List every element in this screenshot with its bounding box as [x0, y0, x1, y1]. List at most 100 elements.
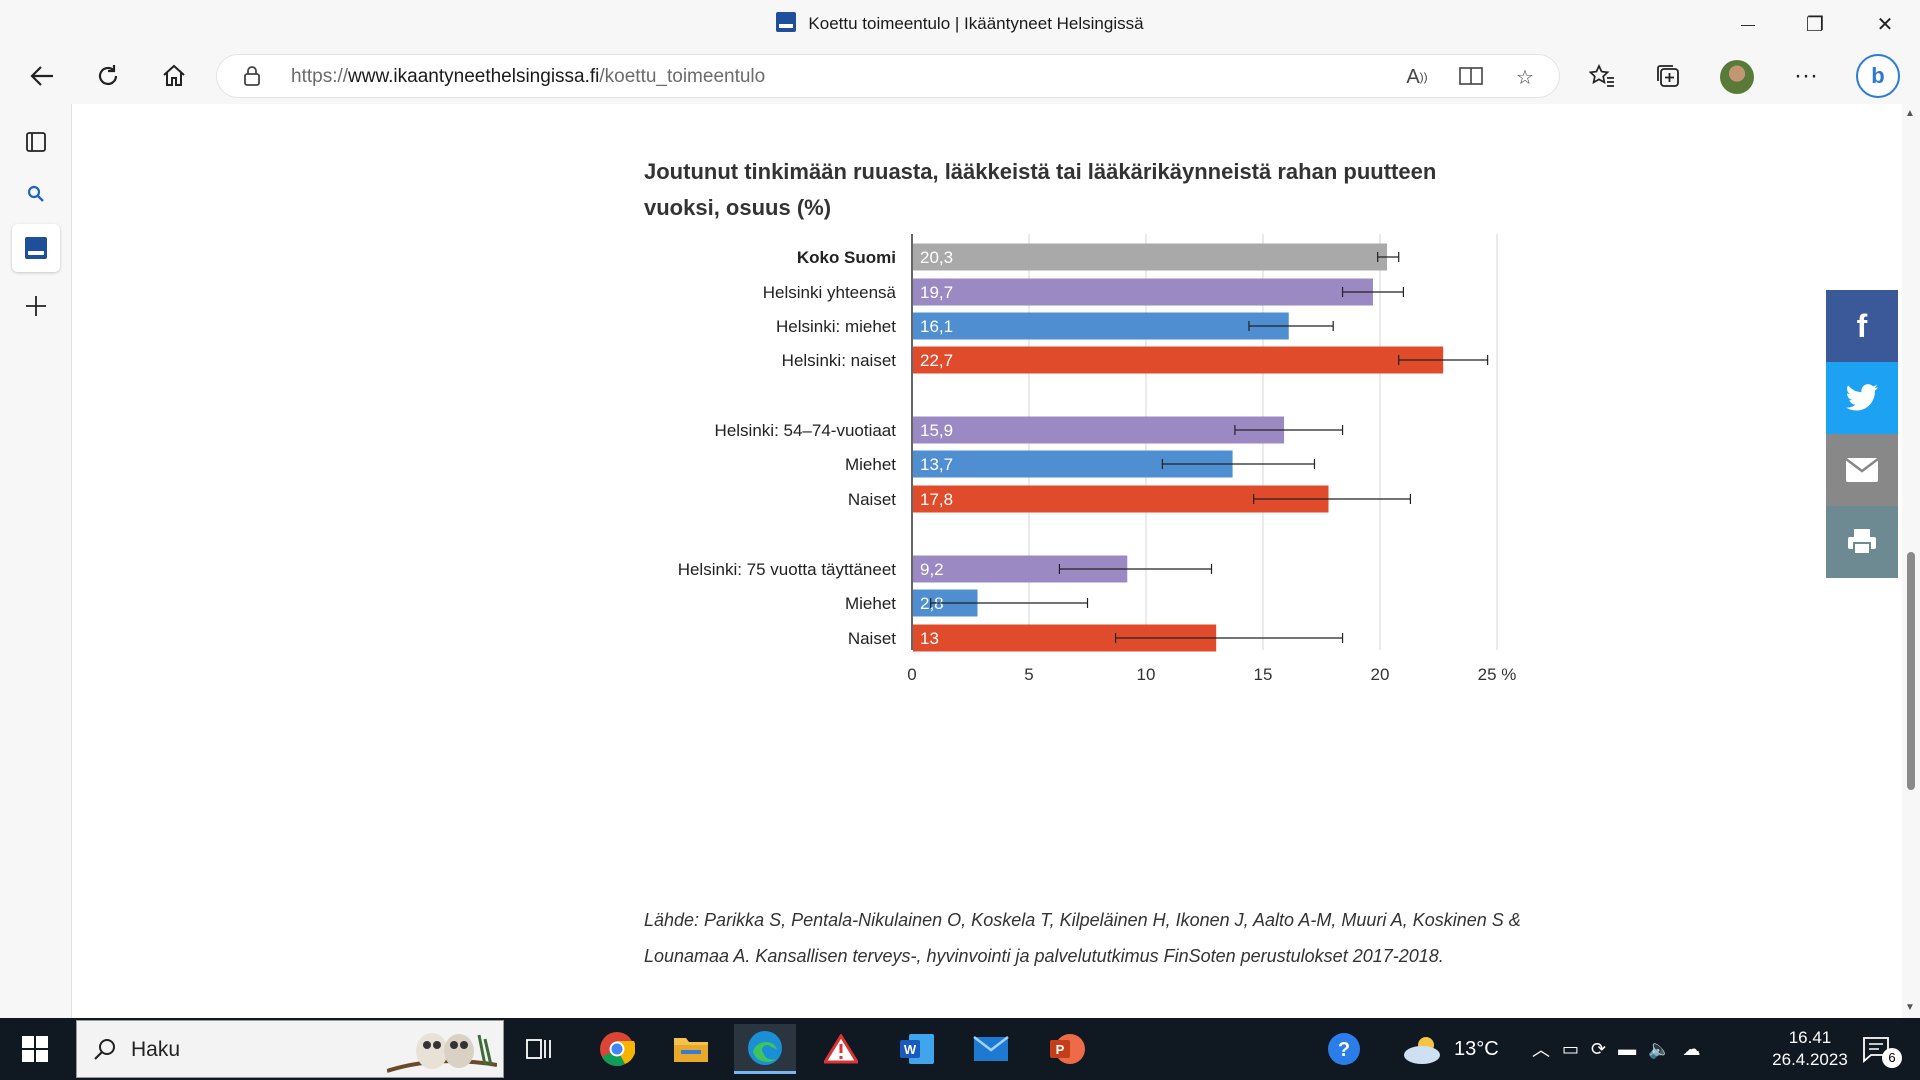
share-print-button[interactable] — [1826, 506, 1898, 578]
chart-title: Joutunut tinkimään ruuasta, lääkkeistä t… — [644, 159, 1437, 220]
email-icon — [1845, 458, 1879, 482]
add-favorite-icon[interactable]: ☆ — [1516, 66, 1534, 89]
scroll-up-arrow-icon[interactable]: ▲ — [1905, 108, 1915, 119]
windows-taskbar: Haku W P ? 13°C ︿ ▭ ⟳ ▬ 🔈 ☁ 16.41 26.4 — [0, 1018, 1920, 1080]
favorites-icon[interactable] — [1582, 56, 1622, 96]
chrome-icon — [600, 1032, 635, 1066]
search-icon[interactable] — [12, 170, 60, 218]
powerpoint-icon: P — [1050, 1034, 1085, 1064]
bing-chat-icon[interactable]: b — [1856, 54, 1900, 98]
share-email-button[interactable] — [1826, 434, 1898, 506]
start-button[interactable] — [4, 1024, 66, 1074]
new-tab-plus-icon[interactable] — [12, 282, 60, 330]
owl-illustration-icon — [387, 1033, 497, 1073]
close-window-button[interactable]: ✕ — [1876, 13, 1894, 36]
powerpoint-app[interactable]: P — [1036, 1024, 1098, 1074]
home-icon — [163, 64, 185, 86]
network-icon[interactable]: ☁ — [1682, 1038, 1701, 1059]
edge-app[interactable] — [734, 1024, 796, 1074]
minimize-button[interactable]: — — [1741, 16, 1755, 32]
notification-center[interactable]: 6 — [1862, 1018, 1902, 1080]
home-button[interactable] — [154, 56, 194, 96]
bar-category-label: Helsinki yhteensä — [763, 283, 897, 302]
bar-value-label: 20,3 — [920, 248, 953, 267]
vertical-tab-sidebar — [0, 104, 72, 1018]
collections-icon[interactable] — [1648, 56, 1688, 96]
svg-text:W: W — [904, 1042, 917, 1057]
bar — [913, 278, 1373, 306]
clock-date: 26.4.2023 — [1772, 1050, 1848, 1069]
source-line-1: Lähde: Parikka S, Pentala-Nikulainen O, … — [644, 910, 1521, 930]
cloud-icon — [1404, 1037, 1440, 1064]
scroll-down-arrow-icon[interactable]: ▼ — [1905, 1002, 1915, 1013]
scrollbar-thumb[interactable] — [1907, 552, 1915, 790]
clock[interactable]: 16.41 26.4.2023 — [1750, 1018, 1870, 1080]
twitter-icon — [1846, 384, 1878, 411]
bar-category-label: Miehet — [845, 594, 896, 613]
sync-icon[interactable]: ⟳ — [1591, 1038, 1607, 1059]
site-favicon-icon — [25, 237, 47, 259]
browser-toolbar: https://www.ikaantyneethelsingissa.fi/ko… — [0, 48, 1920, 104]
edge-icon — [748, 1030, 782, 1065]
chevron-up-icon[interactable]: ︿ — [1532, 1040, 1550, 1060]
weather-widget[interactable]: 13°C — [1400, 1018, 1499, 1080]
bar-value-label: 15,9 — [920, 421, 953, 440]
source-line-2: Lounamaa A. Kansallisen terveys-, hyvinv… — [644, 946, 1444, 966]
taskbar-search-placeholder: Haku — [131, 1038, 181, 1061]
profile-avatar[interactable] — [1720, 60, 1754, 94]
chrome-app[interactable] — [586, 1024, 648, 1074]
immersive-reader-icon[interactable] — [1457, 63, 1485, 91]
file-explorer-app[interactable] — [660, 1024, 722, 1074]
address-bar[interactable]: https://www.ikaantyneethelsingissa.fi/ko… — [216, 54, 1560, 98]
back-button[interactable] — [22, 56, 62, 96]
bar-value-label: 22,7 — [920, 351, 953, 370]
mail-app[interactable] — [960, 1024, 1022, 1074]
bar-value-label: 9,2 — [920, 560, 944, 579]
search-icon — [94, 1039, 115, 1060]
notification-count-badge: 6 — [1882, 1048, 1902, 1068]
refresh-button[interactable] — [88, 56, 128, 96]
bar — [913, 346, 1444, 374]
x-tick-label: 15 — [1254, 665, 1273, 684]
help-icon[interactable]: ? — [1326, 1018, 1362, 1080]
bar-value-label: 17,8 — [920, 490, 953, 509]
tab-actions-icon[interactable] — [12, 118, 60, 166]
bar-category-label: Naiset — [848, 490, 896, 509]
x-tick-label: 0 — [907, 665, 916, 684]
word-icon: W — [900, 1034, 934, 1064]
app-warning-icon[interactable] — [810, 1024, 872, 1074]
system-tray-icons[interactable]: ︿ ▭ ⟳ ▬ 🔈 ☁ — [1532, 1018, 1701, 1080]
lock-icon[interactable] — [243, 65, 261, 87]
print-icon — [1848, 529, 1876, 555]
bar — [913, 416, 1285, 444]
bar-value-label: 19,7 — [920, 283, 953, 302]
bar — [913, 243, 1388, 271]
url-text[interactable]: https://www.ikaantyneethelsingissa.fi/ko… — [291, 66, 766, 87]
notification-icon — [1863, 1037, 1889, 1063]
page-scrollbar[interactable]: ▲ ▼ — [1902, 104, 1920, 1018]
share-facebook-button[interactable]: f — [1826, 290, 1898, 362]
battery-icon[interactable]: ▬ — [1618, 1038, 1637, 1059]
read-aloud-icon[interactable]: A)) — [1406, 65, 1428, 88]
bar-category-label: Helsinki: naiset — [782, 351, 897, 370]
meet-now-icon[interactable]: ▭ — [1562, 1038, 1580, 1059]
bar-category-label: Naiset — [848, 629, 896, 648]
bar-value-label: 13 — [920, 629, 939, 648]
x-tick-label: 25 % — [1478, 665, 1517, 684]
bar-chart: 0 5 10 15 20 25 % Koko Suomi 20,3 Helsinki yhtee… — [678, 234, 1517, 684]
refresh-icon — [98, 65, 118, 85]
share-twitter-button[interactable] — [1826, 362, 1898, 434]
volume-icon[interactable]: 🔈 — [1648, 1038, 1671, 1059]
clock-time: 16.41 — [1788, 1028, 1832, 1047]
maximize-button[interactable]: ❐ — [1806, 13, 1824, 36]
sidebar-tab-ikaantyneet[interactable] — [12, 224, 60, 272]
taskbar-search-box[interactable]: Haku — [76, 1020, 504, 1078]
windows-logo-icon — [22, 1036, 48, 1062]
task-view-button[interactable] — [508, 1024, 570, 1074]
svg-text:?: ? — [1338, 1039, 1350, 1061]
bar-value-label: 16,1 — [920, 317, 953, 336]
x-tick-label: 5 — [1024, 665, 1033, 684]
more-icon[interactable]: ··· — [1794, 62, 1818, 89]
word-app[interactable]: W — [886, 1024, 948, 1074]
site-favicon-icon — [776, 12, 797, 32]
